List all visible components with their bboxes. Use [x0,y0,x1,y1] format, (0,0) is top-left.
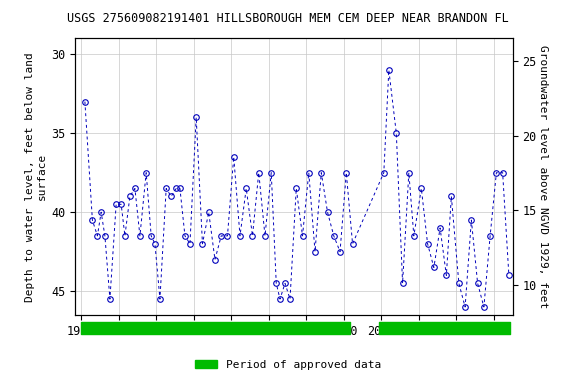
Y-axis label: Depth to water level, feet below land
surface: Depth to water level, feet below land su… [25,52,47,301]
Y-axis label: Groundwater level above NGVD 1929, feet: Groundwater level above NGVD 1929, feet [538,45,548,308]
Text: USGS 275609082191401 HILLSBOROUGH MEM CEM DEEP NEAR BRANDON FL: USGS 275609082191401 HILLSBOROUGH MEM CE… [67,12,509,25]
Legend: Period of approved data: Period of approved data [191,356,385,375]
